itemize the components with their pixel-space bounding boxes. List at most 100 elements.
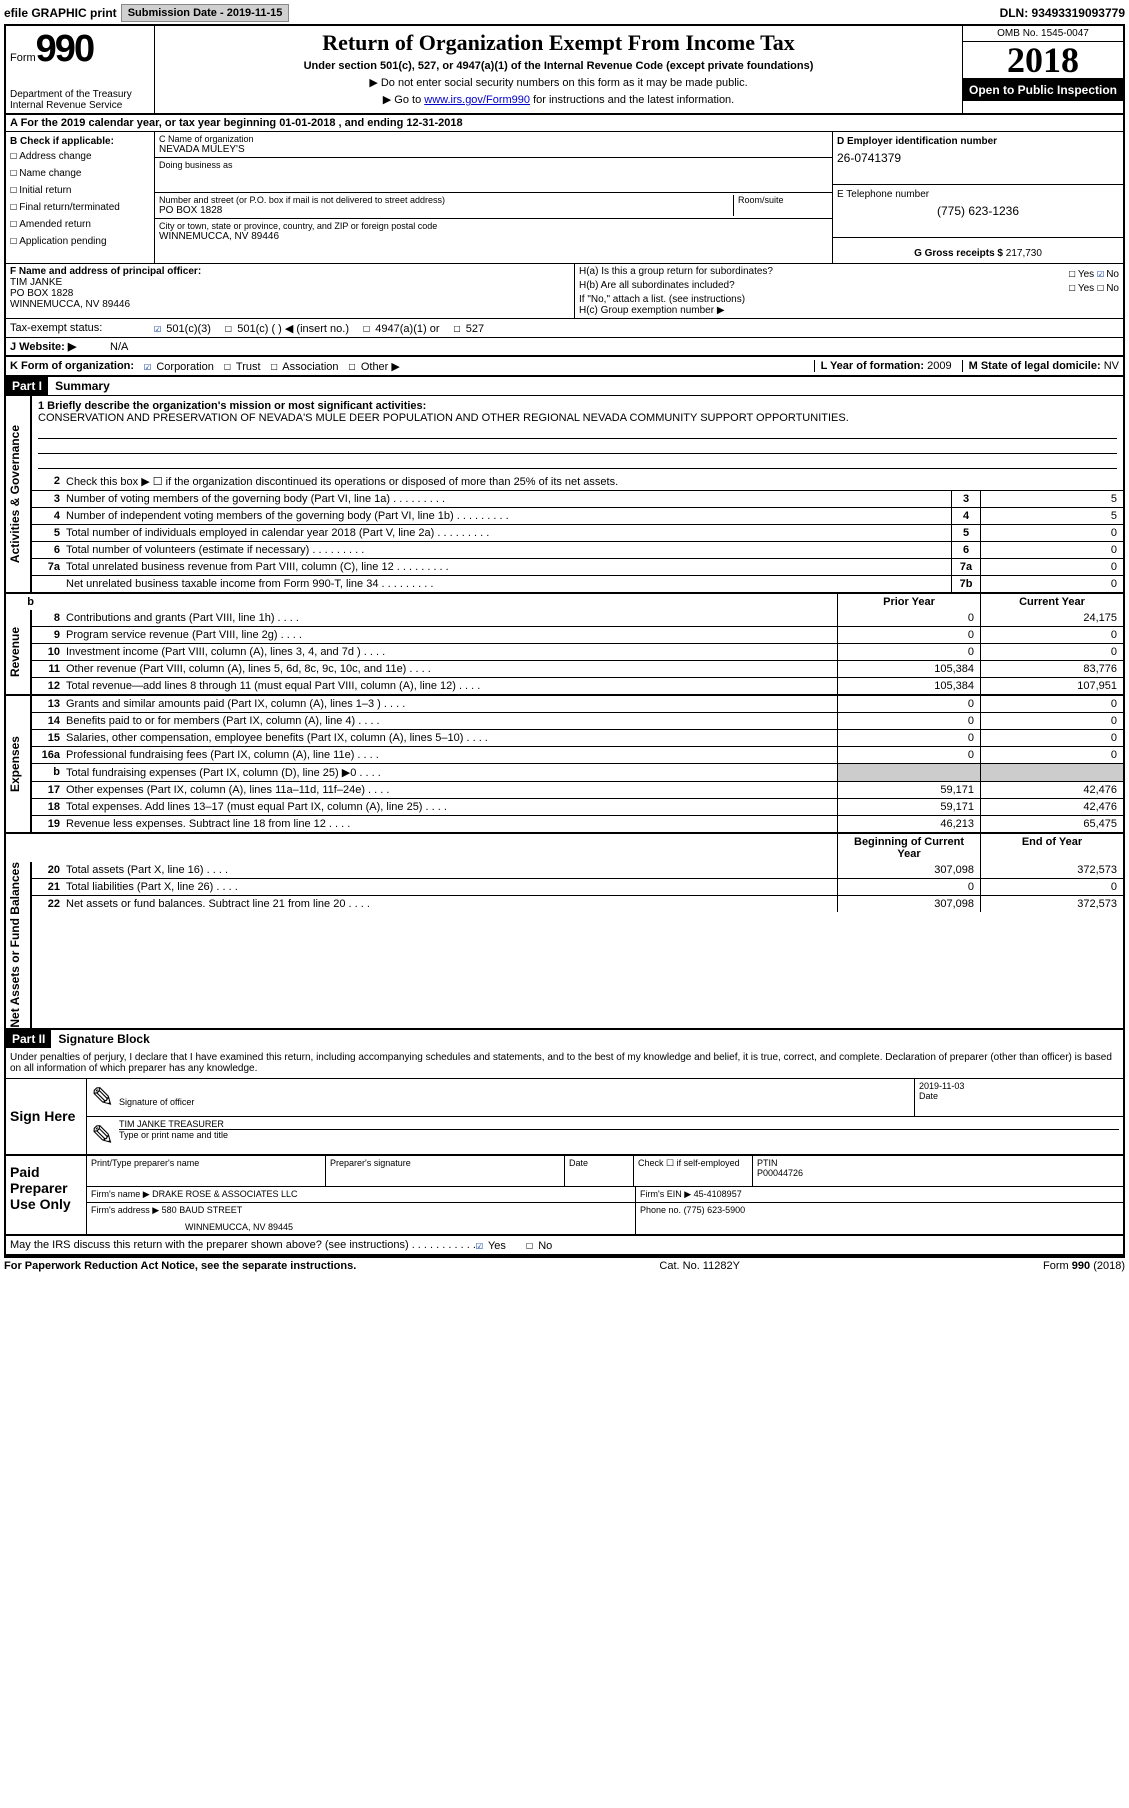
section-net-assets: Net Assets or Fund Balances 20 Total ass… bbox=[6, 862, 1123, 1028]
firm-ein: 45-4108957 bbox=[694, 1189, 742, 1199]
hb-yesno: ☐Yes ☐No bbox=[1069, 280, 1119, 294]
gov-line-4: 4 Number of independent voting members o… bbox=[32, 507, 1123, 524]
pen-icon-2: ✎ bbox=[87, 1117, 115, 1154]
sig-officer-label: Signature of officer bbox=[119, 1097, 910, 1107]
tax-status-label: Tax-exempt status: bbox=[10, 322, 140, 334]
line-num: 3 bbox=[32, 491, 62, 507]
line-desc: Other expenses (Part IX, column (A), lin… bbox=[62, 782, 837, 798]
chk-name-change[interactable]: ☐Name change bbox=[10, 164, 150, 181]
paid-prep-label: Paid Preparer Use Only bbox=[6, 1156, 87, 1234]
instr-post: for instructions and the latest informat… bbox=[530, 94, 734, 106]
line-current: 0 bbox=[980, 747, 1123, 763]
k-label: K Form of organization: bbox=[10, 360, 134, 372]
line-box: 6 bbox=[951, 542, 980, 558]
ein-value: 26-0741379 bbox=[837, 151, 1119, 165]
section-b-title: B Check if applicable: bbox=[10, 136, 150, 147]
line-current: 0 bbox=[980, 879, 1123, 895]
chk-amended-return[interactable]: ☐Amended return bbox=[10, 215, 150, 232]
penalties-text: Under penalties of perjury, I declare th… bbox=[6, 1048, 1123, 1078]
line-desc: Revenue less expenses. Subtract line 18 … bbox=[62, 816, 837, 832]
prep-self-employed[interactable]: Check ☐ if self-employed bbox=[634, 1156, 753, 1186]
line-num: 4 bbox=[32, 508, 62, 524]
chk-527[interactable]: ☐ 527 bbox=[453, 321, 484, 335]
chk-other[interactable]: ☐ Other ▶ bbox=[349, 359, 400, 373]
chk-address-change[interactable]: ☐Address change bbox=[10, 147, 150, 164]
chk-trust[interactable]: ☐ Trust bbox=[224, 359, 261, 373]
line-prior: 46,213 bbox=[837, 816, 980, 832]
line-prior: 105,384 bbox=[837, 661, 980, 677]
line-prior: 0 bbox=[837, 644, 980, 660]
chk-initial-return[interactable]: ☐Initial return bbox=[10, 181, 150, 198]
line-num: 17 bbox=[32, 782, 62, 798]
ptin-val: P00044726 bbox=[757, 1168, 1119, 1178]
data-line-15: 15 Salaries, other compensation, employe… bbox=[32, 729, 1123, 746]
instr-link-row: ▶ Go to www.irs.gov/Form990 for instruct… bbox=[159, 93, 958, 106]
instr-ssn: ▶ Do not enter social security numbers o… bbox=[159, 76, 958, 89]
line-num: 19 bbox=[32, 816, 62, 832]
discuss-yes[interactable]: ☑ Yes bbox=[476, 1238, 506, 1252]
line-desc: Salaries, other compensation, employee b… bbox=[62, 730, 837, 746]
hb-label: H(b) Are all subordinates included? bbox=[579, 280, 1069, 294]
line-num: 9 bbox=[32, 627, 62, 643]
irs-link[interactable]: www.irs.gov/Form990 bbox=[424, 94, 530, 106]
chk-final-return[interactable]: ☐Final return/terminated bbox=[10, 198, 150, 215]
gov-line-5: 5 Total number of individuals employed i… bbox=[32, 524, 1123, 541]
submission-date-button[interactable]: Submission Date - 2019-11-15 bbox=[121, 4, 290, 22]
data-line-13: 13 Grants and similar amounts paid (Part… bbox=[32, 696, 1123, 712]
firm-addr2: WINNEMUCCA, NV 89445 bbox=[91, 1216, 631, 1232]
line-current: 24,175 bbox=[980, 610, 1123, 626]
chk-corp[interactable]: ☑ Corporation bbox=[144, 359, 214, 373]
sig-date: 2019-11-03 bbox=[919, 1081, 1119, 1091]
mission-text: CONSERVATION AND PRESERVATION OF NEVADA'… bbox=[38, 412, 1117, 424]
sig-date-label: Date bbox=[919, 1091, 1119, 1101]
addr-label: Number and street (or P.O. box if mail i… bbox=[159, 195, 733, 205]
sign-here-label: Sign Here bbox=[6, 1079, 87, 1154]
line-current: 0 bbox=[980, 644, 1123, 660]
chk-4947[interactable]: ☐ 4947(a)(1) or bbox=[363, 321, 440, 335]
line-desc: Number of voting members of the governin… bbox=[62, 491, 951, 507]
officer-addr2: WINNEMUCCA, NV 89446 bbox=[10, 299, 570, 310]
data-line-18: 18 Total expenses. Add lines 13–17 (must… bbox=[32, 798, 1123, 815]
data-line-16a: 16a Professional fundraising fees (Part … bbox=[32, 746, 1123, 763]
line-desc: Total liabilities (Part X, line 26) . . … bbox=[62, 879, 837, 895]
line-prior: 0 bbox=[837, 610, 980, 626]
chk-501c[interactable]: ☐ 501(c) ( ) ◀ (insert no.) bbox=[225, 321, 349, 335]
data-line-22: 22 Net assets or fund balances. Subtract… bbox=[32, 895, 1123, 912]
m-label: M State of legal domicile: bbox=[969, 360, 1101, 372]
discuss-text: May the IRS discuss this return with the… bbox=[10, 1239, 476, 1251]
sig-name: TIM JANKE TREASURER bbox=[119, 1119, 1119, 1130]
m-val: NV bbox=[1104, 360, 1119, 372]
gov-line-6: 6 Total number of volunteers (estimate i… bbox=[32, 541, 1123, 558]
line-box: 5 bbox=[951, 525, 980, 541]
line-current: 83,776 bbox=[980, 661, 1123, 677]
prep-phone-label: Phone no. bbox=[640, 1205, 681, 1215]
ptin-label: PTIN bbox=[757, 1158, 1119, 1168]
chk-501c3[interactable]: ☑ 501(c)(3) bbox=[154, 321, 211, 335]
data-line-19: 19 Revenue less expenses. Subtract line … bbox=[32, 815, 1123, 832]
line-current: 0 bbox=[980, 730, 1123, 746]
chk-application-pending[interactable]: ☐Application pending bbox=[10, 232, 150, 249]
b-num: b bbox=[6, 594, 36, 610]
line-prior: 59,171 bbox=[837, 782, 980, 798]
chk-assoc[interactable]: ☐ Association bbox=[271, 359, 339, 373]
line-desc: Total unrelated business revenue from Pa… bbox=[62, 559, 951, 575]
line-num: 20 bbox=[32, 862, 62, 878]
line-current: 0 bbox=[980, 627, 1123, 643]
part1-header-row: Part I Summary bbox=[6, 375, 1123, 395]
gov-line-7b: Net unrelated business taxable income fr… bbox=[32, 575, 1123, 592]
line-val: 0 bbox=[980, 525, 1123, 541]
discuss-no[interactable]: ☐ No bbox=[526, 1238, 552, 1252]
form-title: Return of Organization Exempt From Incom… bbox=[159, 30, 958, 56]
line-num: 22 bbox=[32, 896, 62, 912]
data-line-b: b Total fundraising expenses (Part IX, c… bbox=[32, 763, 1123, 781]
data-line-14: 14 Benefits paid to or for members (Part… bbox=[32, 712, 1123, 729]
line-prior: 0 bbox=[837, 747, 980, 763]
section-revenue: Revenue 8 Contributions and grants (Part… bbox=[6, 610, 1123, 694]
line-num: 11 bbox=[32, 661, 62, 677]
line-desc: Investment income (Part VIII, column (A)… bbox=[62, 644, 837, 660]
line-desc: Total number of volunteers (estimate if … bbox=[62, 542, 951, 558]
ha-label: H(a) Is this a group return for subordin… bbox=[579, 266, 1069, 280]
city-label: City or town, state or province, country… bbox=[159, 221, 828, 231]
form-label: Form bbox=[10, 52, 36, 64]
data-line-21: 21 Total liabilities (Part X, line 26) .… bbox=[32, 878, 1123, 895]
